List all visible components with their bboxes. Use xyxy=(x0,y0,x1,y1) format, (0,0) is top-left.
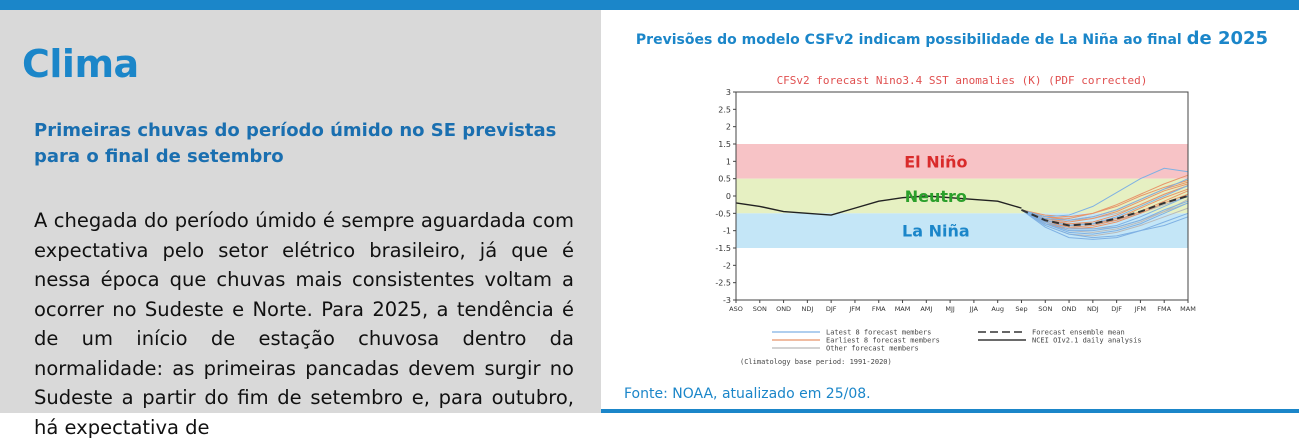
y-tick-label-4: 1 xyxy=(726,157,731,166)
x-tick-label-15: NDJ xyxy=(1087,305,1099,313)
bottom-accent-rule xyxy=(601,409,1299,413)
legend-label-3: Forecast ensemble mean xyxy=(1032,329,1125,337)
climatology-note: (Climatology base period: 1991-2020) xyxy=(740,358,892,366)
section-title: Clima xyxy=(22,42,139,86)
chart-svg: CFSv2 forecast Nino3.4 SST anomalies (K)… xyxy=(706,62,1202,374)
y-tick-label-10: -2 xyxy=(723,261,731,270)
member-line-7 xyxy=(1021,167,1189,218)
x-tick-label-3: NDJ xyxy=(801,305,813,313)
band-0 xyxy=(736,144,1188,179)
chart-heading-text: Previsões do modelo CSFv2 indicam possib… xyxy=(635,32,1182,48)
x-tick-label-1: SON xyxy=(753,305,767,313)
nino34-forecast-chart: CFSv2 forecast Nino3.4 SST anomalies (K)… xyxy=(706,62,1202,374)
x-tick-label-5: JFM xyxy=(848,305,860,313)
member-line-5 xyxy=(1021,178,1189,221)
observed-line xyxy=(735,195,1022,216)
y-tick-label-6: 0 xyxy=(726,192,731,201)
x-tick-label-11: Aug xyxy=(991,305,1004,313)
x-tick-label-13: SON xyxy=(1038,305,1052,313)
legend-label-0: Latest 8 forecast members xyxy=(826,329,931,337)
article-subtitle: Primeiras chuvas do período úmido no SE … xyxy=(34,120,557,167)
member-line-13 xyxy=(1021,179,1189,220)
y-tick-label-5: 0.5 xyxy=(718,175,731,184)
article-panel xyxy=(0,10,601,413)
ensemble-mean-line xyxy=(1021,195,1189,227)
x-tick-label-17: JFM xyxy=(1134,305,1146,313)
legend-label-4: NCEI OIv2.1 daily analysis xyxy=(1032,337,1142,345)
article-body: A chegada do período úmido é sempre agua… xyxy=(34,209,574,439)
member-line-6 xyxy=(1021,200,1189,232)
x-tick-label-10: JJA xyxy=(969,305,979,313)
y-tick-label-0: 3 xyxy=(726,88,731,97)
y-tick-label-11: -2.5 xyxy=(715,279,731,288)
y-tick-label-3: 1.5 xyxy=(718,140,731,149)
x-tick-label-0: ASO xyxy=(729,305,743,313)
member-line-3 xyxy=(1021,185,1189,226)
y-tick-label-12: -3 xyxy=(723,296,731,305)
band-label-0: El Niño xyxy=(904,152,967,171)
chart-heading: Previsões do modelo CSFv2 indicam possib… xyxy=(612,28,1292,49)
member-line-4 xyxy=(1021,209,1189,239)
legend-label-2: Other forecast members xyxy=(826,345,919,353)
y-tick-label-2: 2 xyxy=(726,123,731,132)
x-tick-label-6: FMA xyxy=(872,305,886,313)
y-tick-label-9: -1.5 xyxy=(715,244,731,253)
x-tick-label-7: MAM xyxy=(895,305,911,313)
x-tick-label-12: Sep xyxy=(1015,305,1027,313)
x-tick-label-19: MAM xyxy=(1180,305,1196,313)
x-tick-label-8: AMJ xyxy=(920,305,932,313)
source-note: Fonte: NOAA, atualizado em 25/08. xyxy=(624,386,871,402)
x-tick-label-9: MJJ xyxy=(945,305,955,313)
x-tick-label-14: OND xyxy=(1062,305,1077,313)
legend-label-1: Earliest 8 forecast members xyxy=(826,337,940,345)
member-line-10 xyxy=(1021,174,1189,218)
y-tick-label-8: -1 xyxy=(723,227,731,236)
band-label-1: Neutro xyxy=(905,187,967,206)
top-accent-bar xyxy=(0,0,1299,10)
x-tick-label-16: DJF xyxy=(1111,305,1122,313)
band-label-2: La Niña xyxy=(902,222,970,241)
y-tick-label-1: 2.5 xyxy=(718,105,731,114)
member-line-2 xyxy=(1021,195,1189,230)
chart-heading-emphasis: de 2025 xyxy=(1186,28,1269,49)
y-tick-label-7: -0.5 xyxy=(715,209,731,218)
member-line-1 xyxy=(1021,209,1189,240)
x-tick-label-4: DJF xyxy=(826,305,837,313)
x-tick-label-2: OND xyxy=(776,305,791,313)
chart-title: CFSv2 forecast Nino3.4 SST anomalies (K)… xyxy=(777,74,1148,87)
x-tick-label-18: FMA xyxy=(1157,305,1171,313)
